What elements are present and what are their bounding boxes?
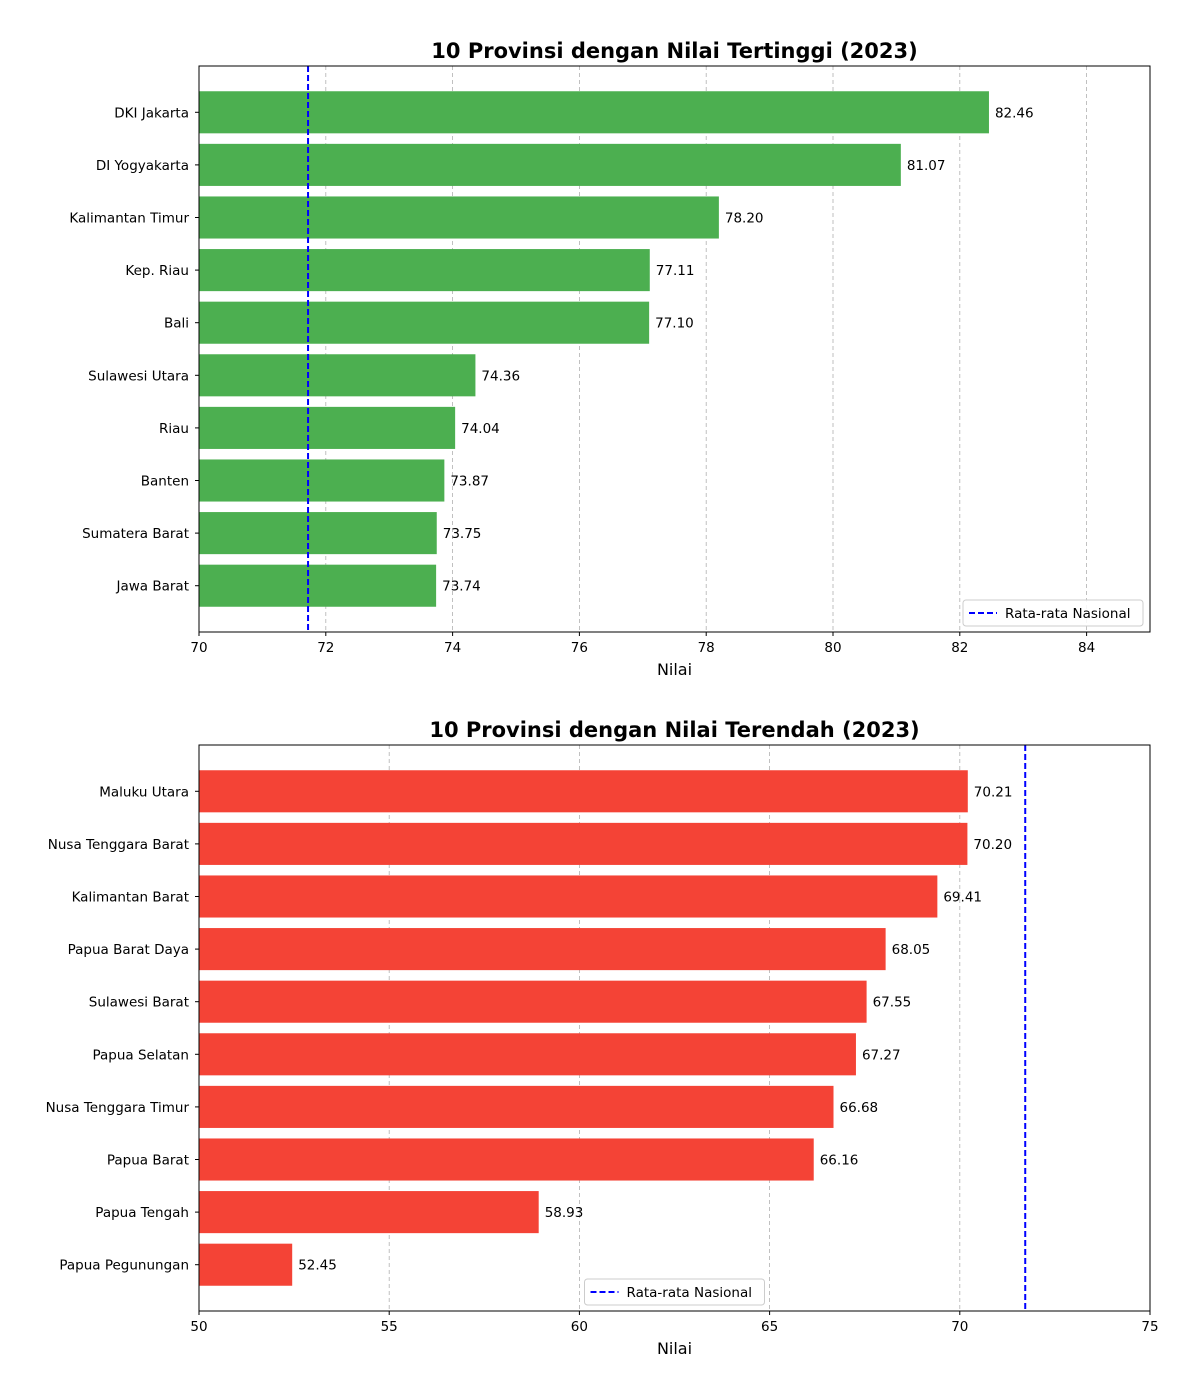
x-tick-label: 70 <box>190 640 207 656</box>
y-tick-label: Papua Pegunungan <box>59 1258 189 1274</box>
legend-label: Rata-rata Nasional <box>1005 606 1130 622</box>
bar <box>199 91 989 134</box>
bar <box>199 980 867 1023</box>
x-tick-label: 80 <box>824 640 841 656</box>
chart-title: 10 Provinsi dengan Nilai Terendah (2023) <box>429 718 919 742</box>
y-tick-label: Kalimantan Barat <box>72 889 189 905</box>
top-provinces-chart: 82.46 DKI Jakarta 81.07 DI Yogyakarta 78.20 K… <box>69 39 1151 679</box>
bar-value-label: 58.93 <box>545 1205 584 1221</box>
y-tick-label: Papua Barat <box>107 1153 189 1169</box>
bar <box>199 196 719 239</box>
bar <box>199 822 968 865</box>
y-tick-label: Kep. Riau <box>125 263 189 279</box>
bar <box>199 875 938 918</box>
y-tick-label: Riau <box>159 421 189 437</box>
x-tick-label: 65 <box>761 1319 778 1335</box>
bar-value-label: 52.45 <box>298 1258 337 1274</box>
x-tick-label: 70 <box>951 1319 968 1335</box>
bar <box>199 301 650 344</box>
x-tick-label: 82 <box>951 640 968 656</box>
x-tick-label: 55 <box>381 1319 398 1335</box>
y-tick-label: Nusa Tenggara Timur <box>46 1100 190 1116</box>
legend: Rata-rata Nasional <box>962 599 1144 627</box>
bar <box>199 406 456 449</box>
bar-value-label: 78.20 <box>725 210 764 226</box>
bar-value-label: 73.87 <box>450 474 489 490</box>
bar-value-label: 77.11 <box>656 263 695 279</box>
bar-value-label: 81.07 <box>907 158 946 174</box>
plot-frame <box>198 744 1151 1312</box>
bar <box>199 1191 539 1234</box>
bar <box>199 512 437 555</box>
x-tick-label: 50 <box>190 1319 207 1335</box>
bar-value-label: 77.10 <box>655 316 694 332</box>
bar <box>199 1033 856 1076</box>
legend-box <box>584 1278 765 1306</box>
plot-frame <box>198 65 1151 633</box>
x-tick-label: 74 <box>444 640 461 656</box>
bar-value-label: 74.04 <box>461 421 500 437</box>
x-tick-label: 72 <box>317 640 334 656</box>
chart-title: 10 Provinsi dengan Nilai Tertinggi (2023… <box>431 39 917 63</box>
bottom-provinces-chart: 70.21 Maluku Utara 70.20 Nusa Tenggara Bara… <box>46 718 1159 1358</box>
bar <box>199 1138 814 1181</box>
bar <box>199 928 886 971</box>
y-tick-label: DKI Jakarta <box>114 105 189 121</box>
bar-value-label: 82.46 <box>995 105 1034 121</box>
y-tick-label: Nusa Tenggara Barat <box>48 837 189 853</box>
x-axis-label: Nilai <box>657 1339 692 1358</box>
bar-value-label: 66.68 <box>840 1100 879 1116</box>
bar <box>199 1243 293 1286</box>
bar-value-label: 67.27 <box>862 1047 901 1063</box>
bar-value-label: 66.16 <box>820 1153 859 1169</box>
bar <box>199 249 650 292</box>
x-tick-label: 76 <box>571 640 588 656</box>
x-tick-label: 78 <box>698 640 715 656</box>
y-tick-label: Sulawesi Utara <box>88 368 189 384</box>
x-tick-label: 75 <box>1141 1319 1158 1335</box>
y-tick-label: Banten <box>141 474 189 490</box>
legend: Rata-rata Nasional <box>584 1278 765 1306</box>
legend-label: Rata-rata Nasional <box>627 1285 752 1301</box>
x-tick-label: 60 <box>571 1319 588 1335</box>
y-tick-label: Jawa Barat <box>115 579 189 595</box>
y-tick-label: Papua Tengah <box>95 1205 189 1221</box>
legend-box <box>962 599 1144 627</box>
y-tick-label: Sulawesi Barat <box>89 995 189 1011</box>
y-tick-label: Kalimantan Timur <box>69 210 189 226</box>
y-tick-label: Bali <box>164 316 189 332</box>
y-tick-label: Papua Barat Daya <box>68 942 189 958</box>
x-axis-label: Nilai <box>657 660 692 679</box>
bar <box>199 770 968 813</box>
bar-value-label: 73.74 <box>442 579 481 595</box>
y-tick-label: Maluku Utara <box>99 784 189 800</box>
bar-value-label: 67.55 <box>873 995 912 1011</box>
y-tick-label: DI Yogyakarta <box>96 158 189 174</box>
bar-value-label: 70.20 <box>973 837 1012 853</box>
x-tick-label: 84 <box>1078 640 1095 656</box>
y-tick-label: Sumatera Barat <box>82 526 189 542</box>
bar-value-label: 69.41 <box>943 889 982 905</box>
bar-value-label: 68.05 <box>892 942 931 958</box>
y-tick-label: Papua Selatan <box>92 1047 189 1063</box>
bar <box>199 459 445 502</box>
bar <box>199 143 901 186</box>
bar-value-label: 74.36 <box>481 368 520 384</box>
bar-value-label: 70.21 <box>974 784 1013 800</box>
bar <box>199 354 476 397</box>
bar-value-label: 73.75 <box>443 526 482 542</box>
bar <box>199 1085 834 1128</box>
bar <box>199 564 437 607</box>
